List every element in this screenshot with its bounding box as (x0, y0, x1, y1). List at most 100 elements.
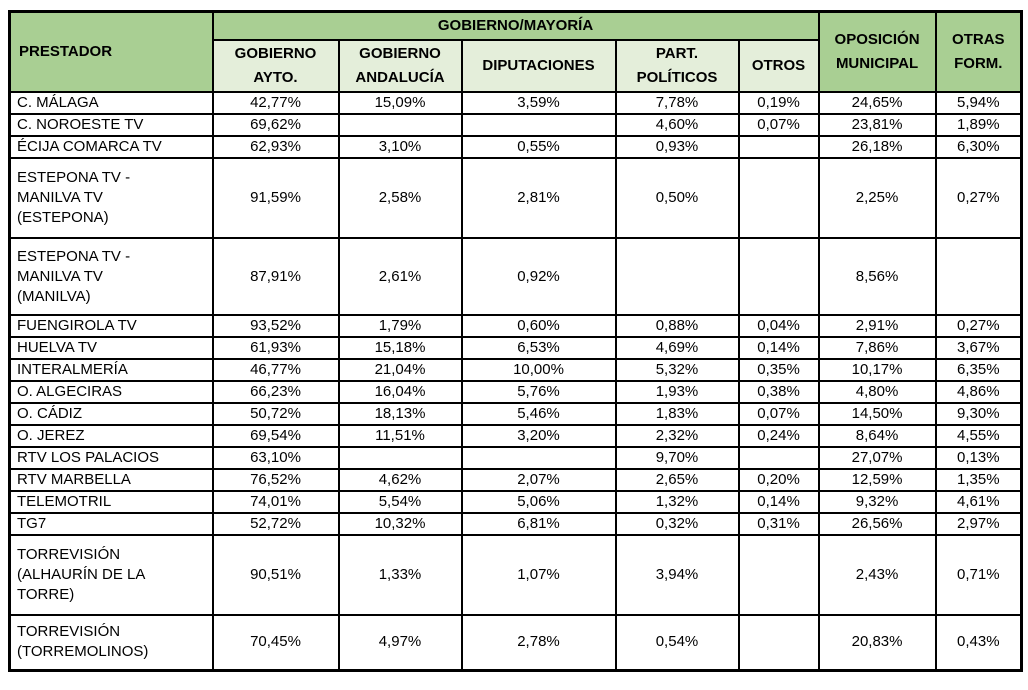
value-cell: 87,91% (211, 237, 340, 316)
provider-name-cell: INTERALMERÍA (8, 358, 214, 382)
value-cell: 20,83% (817, 614, 937, 671)
value-cell: 1,83% (614, 402, 740, 426)
value-cell: 0,43% (934, 614, 1023, 671)
table-row: ESTEPONA TV - MANILVA TV (MANILVA) 87,91%… (8, 237, 1023, 316)
value-cell: 1,33% (337, 534, 463, 616)
value-cell: 4,80% (817, 380, 937, 404)
value-cell: 15,09% (337, 91, 463, 115)
value-cell: 0,88% (614, 314, 740, 338)
value-cell: 2,78% (460, 614, 617, 671)
provider-name-cell: C. MÁLAGA (8, 91, 214, 115)
value-cell: 11,51% (337, 424, 463, 448)
provider-name-cell: FUENGIROLA TV (8, 314, 214, 338)
value-cell: 15,18% (337, 336, 463, 360)
table-row: TG7 52,72% 10,32% 6,81% 0,32% 0,31% 26,56% 2,97… (8, 512, 1023, 536)
value-cell (737, 157, 820, 239)
table-row: TELEMOTRIL 74,01% 5,54% 5,06% 1,32% 0,14% 9,32… (8, 490, 1023, 514)
provider-name-cell: O. CÁDIZ (8, 402, 214, 426)
provider-name-cell: C. NOROESTE TV (8, 113, 214, 137)
table-header: PRESTADOR GOBIERNO/MAYORÍA OPOSICIÓN MUN… (8, 10, 1023, 93)
value-cell: 24,65% (817, 91, 937, 115)
value-cell: 4,97% (337, 614, 463, 671)
value-cell: 5,76% (460, 380, 617, 404)
value-cell: 3,94% (614, 534, 740, 616)
value-cell: 0,14% (737, 336, 820, 360)
value-cell: 6,81% (460, 512, 617, 536)
value-cell: 2,61% (337, 237, 463, 316)
value-cell: 0,60% (460, 314, 617, 338)
value-cell: 3,67% (934, 336, 1023, 360)
value-cell: 2,25% (817, 157, 937, 239)
table-row: O. CÁDIZ 50,72% 18,13% 5,46% 1,83% 0,07% 14,50… (8, 402, 1023, 426)
value-cell: 0,38% (737, 380, 820, 404)
value-cell: 0,04% (737, 314, 820, 338)
value-cell: 3,59% (460, 91, 617, 115)
table-row: O. ALGECIRAS 66,23% 16,04% 5,76% 1,93% 0,38% 4… (8, 380, 1023, 404)
value-cell: 0,55% (460, 135, 617, 159)
value-cell: 69,62% (211, 113, 340, 137)
table-row: FUENGIROLA TV 93,52% 1,79% 0,60% 0,88% 0,04% 2… (8, 314, 1023, 338)
value-cell: 2,07% (460, 468, 617, 492)
provider-name-cell: O. JEREZ (8, 424, 214, 448)
provider-name-cell: HUELVA TV (8, 336, 214, 360)
value-cell: 0,14% (737, 490, 820, 514)
value-cell (337, 113, 463, 137)
value-cell: 4,62% (337, 468, 463, 492)
value-cell: 10,17% (817, 358, 937, 382)
value-cell: 0,24% (737, 424, 820, 448)
value-cell: 16,04% (337, 380, 463, 404)
value-cell: 90,51% (211, 534, 340, 616)
value-cell: 2,81% (460, 157, 617, 239)
value-cell (460, 113, 617, 137)
value-cell: 52,72% (211, 512, 340, 536)
value-cell: 0,93% (614, 135, 740, 159)
value-cell: 62,93% (211, 135, 340, 159)
value-cell: 6,30% (934, 135, 1023, 159)
column-group-header-gobierno-mayoria: GOBIERNO/MAYORÍA (211, 10, 820, 41)
value-cell: 5,94% (934, 91, 1023, 115)
column-header-otros: OTROS (737, 39, 820, 93)
value-cell: 3,20% (460, 424, 617, 448)
table-row: RTV LOS PALACIOS 63,10% 9,70% 27,07% 0,13% (8, 446, 1023, 470)
column-header-gobierno-ayto: GOBIERNO AYTO. (211, 39, 340, 93)
value-cell: 5,46% (460, 402, 617, 426)
value-cell: 50,72% (211, 402, 340, 426)
table-row: O. JEREZ 69,54% 11,51% 3,20% 2,32% 0,24% 8,64%… (8, 424, 1023, 448)
provider-name-cell: RTV LOS PALACIOS (8, 446, 214, 470)
value-cell: 23,81% (817, 113, 937, 137)
value-cell: 2,65% (614, 468, 740, 492)
value-cell: 0,13% (934, 446, 1023, 470)
value-cell: 10,32% (337, 512, 463, 536)
value-cell: 0,32% (614, 512, 740, 536)
header-sub-row: GOBIERNO AYTO. GOBIERNO ANDALUCÍA DIPUTA… (10, 39, 1022, 93)
column-header-oposicion-municipal: OPOSICIÓN MUNICIPAL (817, 10, 937, 93)
value-cell: 4,60% (614, 113, 740, 137)
value-cell: 61,93% (211, 336, 340, 360)
table-row: ÉCIJA COMARCA TV 62,93% 3,10% 0,55% 0,93% 26,… (8, 135, 1023, 159)
column-header-part-politicos: PART. POLÍTICOS (614, 39, 740, 93)
value-cell: 6,53% (460, 336, 617, 360)
table-row: RTV MARBELLA 76,52% 4,62% 2,07% 2,65% 0,20% 12… (8, 468, 1023, 492)
value-cell: 1,93% (614, 380, 740, 404)
value-cell: 2,43% (817, 534, 937, 616)
value-cell: 5,32% (614, 358, 740, 382)
value-cell: 1,35% (934, 468, 1023, 492)
value-cell: 42,77% (211, 91, 340, 115)
value-cell (460, 446, 617, 470)
provider-name-cell: RTV MARBELLA (8, 468, 214, 492)
provider-name-cell: ESTEPONA TV - MANILVA TV (MANILVA) (8, 237, 214, 316)
value-cell: 0,92% (460, 237, 617, 316)
value-cell: 0,31% (737, 512, 820, 536)
table-row: TORREVISIÓN (ALHAURÍN DE LA TORRE) 90,51%… (8, 534, 1023, 616)
value-cell: 76,52% (211, 468, 340, 492)
value-cell: 0,27% (934, 314, 1023, 338)
value-cell: 26,56% (817, 512, 937, 536)
value-cell: 7,78% (614, 91, 740, 115)
value-cell: 2,58% (337, 157, 463, 239)
value-cell: 0,07% (737, 113, 820, 137)
page: PRESTADOR GOBIERNO/MAYORÍA OPOSICIÓN MUN… (8, 10, 1024, 672)
table-row: TORREVISIÓN (TORREMOLINOS) 70,45% 4,97% 2,7… (8, 614, 1023, 671)
value-cell: 4,86% (934, 380, 1023, 404)
value-cell: 1,79% (337, 314, 463, 338)
column-header-otras-form: OTRAS FORM. (934, 10, 1023, 93)
